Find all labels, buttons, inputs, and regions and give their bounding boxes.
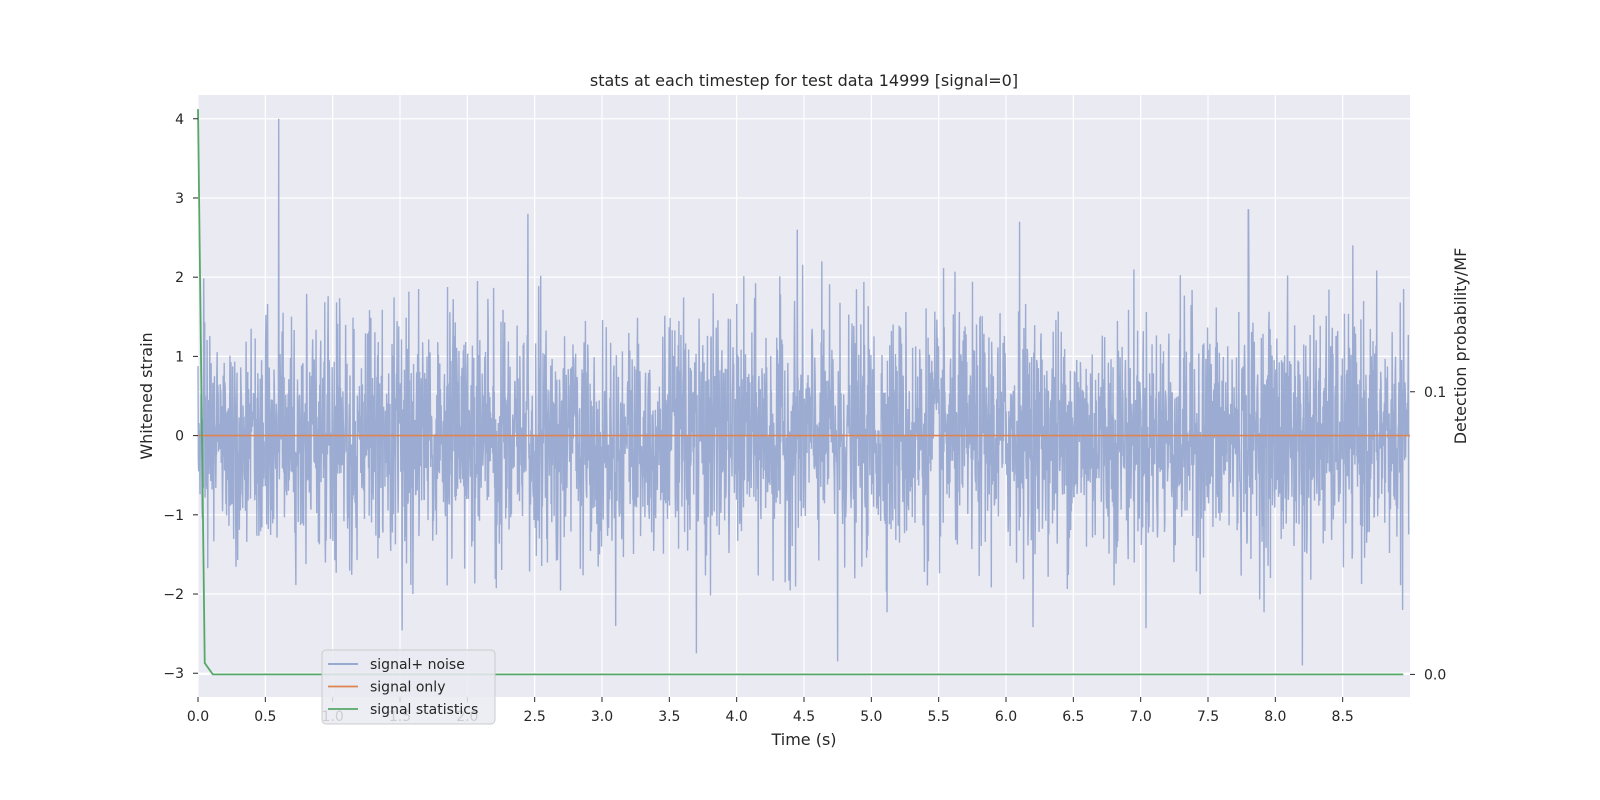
x-tick-label: 5.5 — [928, 709, 950, 725]
signal-statistics-line — [197, 109, 1404, 676]
y2-tick-label: 0.0 — [1424, 667, 1446, 683]
x-tick-label: 6.5 — [1062, 709, 1084, 725]
y-tick-label: 3 — [175, 191, 184, 207]
y-tick-label: 4 — [175, 112, 184, 128]
x-tick-label: 5.0 — [860, 709, 882, 725]
x-tick-label: 2.5 — [524, 709, 546, 725]
x-tick-label: 0.5 — [254, 709, 276, 725]
legend-label: signal only — [370, 680, 445, 696]
x-tick-label: 4.5 — [793, 709, 815, 725]
y-tick-label: −1 — [163, 508, 184, 524]
series-signal-plus-noise — [197, 118, 1410, 666]
x-tick-label: 3.0 — [591, 709, 613, 725]
y-tick-label: 1 — [175, 349, 184, 365]
x-tick-label: 4.0 — [726, 709, 748, 725]
chart-title: stats at each timestep for test data 149… — [590, 71, 1018, 90]
noise-line — [197, 118, 1410, 666]
y-tick-label: −3 — [163, 666, 184, 682]
x-tick-label: 7.0 — [1130, 709, 1152, 725]
y-tick-label: 0 — [175, 429, 184, 445]
x-tick-label: 7.5 — [1197, 709, 1219, 725]
y-axis-label: Whitened strain — [137, 332, 156, 459]
x-tick-label: 8.0 — [1264, 709, 1286, 725]
legend-label: signal statistics — [370, 702, 478, 718]
y2-tick-label: 0.1 — [1424, 385, 1446, 401]
x-tick-label: 3.5 — [658, 709, 680, 725]
x-tick-label: 8.5 — [1332, 709, 1354, 725]
y-tick-label: 2 — [175, 270, 184, 286]
x-tick-label: 0.0 — [187, 709, 209, 725]
legend-label: signal+ noise — [370, 657, 465, 673]
x-tick-label: 6.0 — [995, 709, 1017, 725]
legend: signal+ noise signal only signal statistic… — [321, 649, 496, 725]
x-axis-label: Time (s) — [770, 730, 836, 749]
y2-axis-label: Detection probability/MF — [1451, 248, 1470, 445]
y-tick-label: −2 — [163, 587, 184, 603]
legend-box — [321, 649, 496, 725]
series-signal-statistics — [197, 109, 1404, 676]
